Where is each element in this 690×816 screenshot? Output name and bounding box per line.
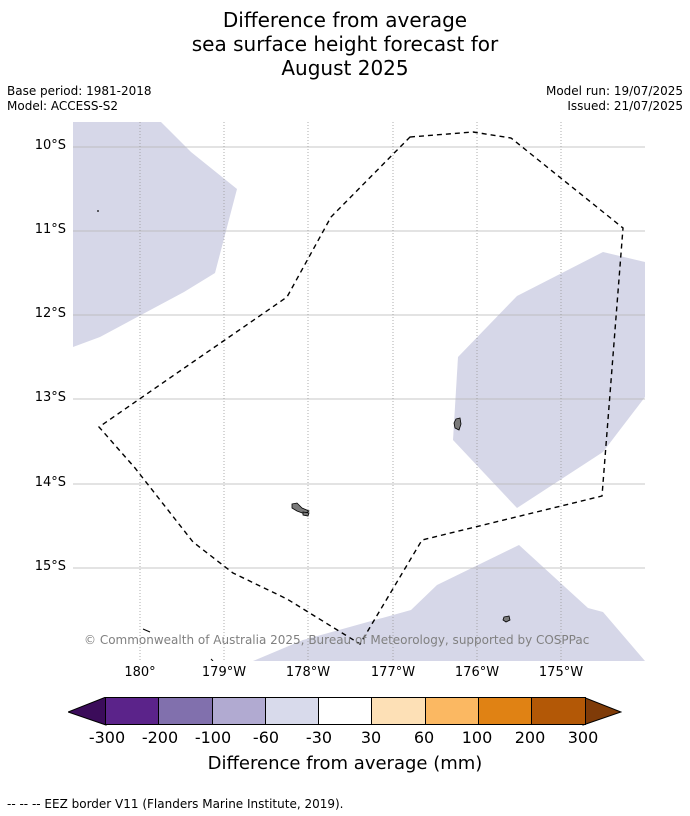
lon-label-175w: 175°W <box>538 665 584 680</box>
colorbar-cell <box>319 698 373 724</box>
lat-label-10s: 10°S <box>34 138 66 153</box>
lat-label-13s: 13°S <box>34 390 66 405</box>
colorbar-cell <box>532 698 586 724</box>
colorbar-tick: 30 <box>360 728 382 747</box>
map-area <box>73 122 645 661</box>
colorbar-tick: 300 <box>567 728 599 747</box>
anomaly-region-e <box>453 252 645 508</box>
graticule-lat <box>73 146 645 569</box>
meta-right: Model run: 19/07/2025 Issued: 21/07/2025 <box>546 84 683 114</box>
lon-label-176w: 176°W <box>454 665 500 680</box>
eez-footnote: -- -- -- EEZ border V11 (Flanders Marine… <box>7 797 344 811</box>
colorbar-tick: -30 <box>305 728 333 747</box>
copyright-text: © Commonwealth of Australia 2025, Bureau… <box>84 633 590 647</box>
model-text: Model: ACCESS-S2 <box>7 99 119 113</box>
lon-label-178w: 178°W <box>285 665 331 680</box>
colorbar-cell <box>212 698 266 724</box>
anomaly-region-s <box>253 545 645 661</box>
chart-title: Difference from average sea surface heig… <box>0 8 690 80</box>
title-line-1: Difference from average <box>222 8 468 32</box>
island-east <box>453 417 462 431</box>
lat-label-11s: 11°S <box>34 222 66 237</box>
colorbar-title: Difference from average (mm) <box>207 753 483 774</box>
island-nw-dot <box>97 210 99 212</box>
colorbar-high-extend <box>582 697 622 726</box>
colorbar-low-extend <box>68 697 107 726</box>
title-line-3: August 2025 <box>281 56 409 80</box>
colorbar-tick: 100 <box>461 728 493 747</box>
island-sw <box>142 628 151 633</box>
colorbar-cell <box>372 698 426 724</box>
colorbar-tick: 60 <box>413 728 435 747</box>
colorbar-cell <box>265 698 319 724</box>
island-bottom-mark <box>210 658 214 661</box>
title-line-2: sea surface height forecast for <box>191 32 499 56</box>
colorbar-tick: -60 <box>252 728 280 747</box>
colorbar-cell <box>106 698 160 724</box>
lat-label-12s: 12°S <box>34 306 66 321</box>
anomaly-region-nw <box>73 122 237 347</box>
meta-left: Base period: 1981-2018 Model: ACCESS-S2 <box>7 84 152 114</box>
model-run-text: Model run: 19/07/2025 <box>545 84 683 98</box>
issued-text: Issued: 21/07/2025 <box>567 99 683 113</box>
island-centre-small <box>302 511 310 517</box>
lon-label-180: 180° <box>124 665 156 680</box>
lat-label-15s: 15°S <box>34 559 66 574</box>
colorbar-tick: -300 <box>88 728 126 747</box>
colorbar-tick: -100 <box>194 728 232 747</box>
colorbar-tick: -200 <box>141 728 179 747</box>
island-se <box>502 615 511 623</box>
lon-label-179w: 179°W <box>201 665 247 680</box>
colorbar-cells <box>105 697 587 725</box>
map-svg <box>73 122 645 661</box>
eez-border <box>97 131 624 645</box>
colorbar-cell <box>425 698 479 724</box>
base-period-text: Base period: 1981-2018 <box>7 84 152 98</box>
lon-label-177w: 177°W <box>370 665 416 680</box>
lat-label-14s: 14°S <box>34 475 66 490</box>
colorbar-tick: 200 <box>514 728 546 747</box>
colorbar-cell <box>478 698 532 724</box>
colorbar <box>68 697 622 727</box>
colorbar-cell <box>159 698 213 724</box>
